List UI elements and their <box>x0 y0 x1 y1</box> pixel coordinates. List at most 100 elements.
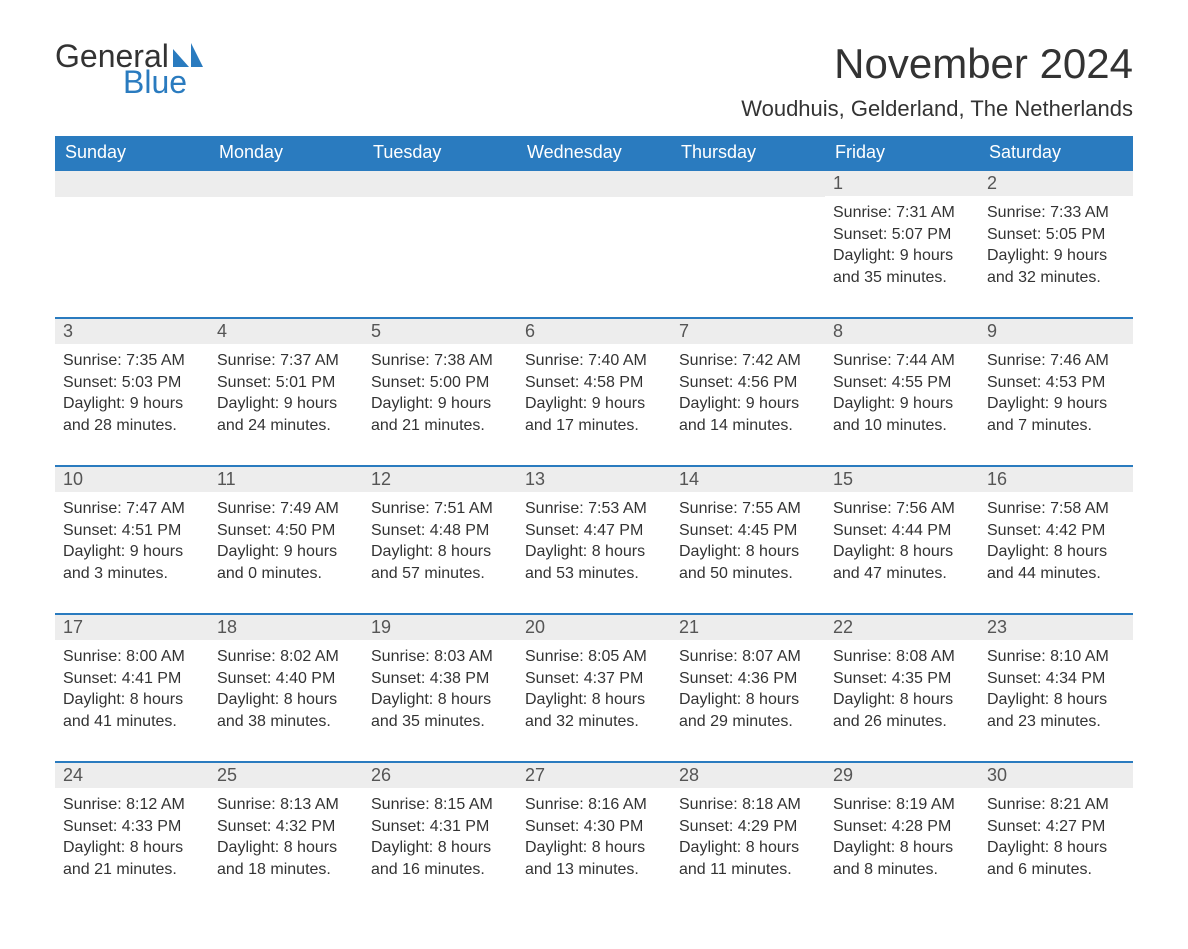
month-title: November 2024 <box>741 40 1133 88</box>
sunset-label: Sunset: <box>525 818 579 835</box>
sunrise-value: 7:35 AM <box>126 352 185 369</box>
day-number: 17 <box>55 615 209 640</box>
sunrise-line: Sunrise: 7:38 AM <box>371 350 509 372</box>
calendar-day-cell: 14Sunrise: 7:55 AMSunset: 4:45 PMDayligh… <box>671 465 825 613</box>
sunrise-value: 7:51 AM <box>434 500 493 517</box>
sunset-label: Sunset: <box>987 522 1041 539</box>
calendar-week-row: 17Sunrise: 8:00 AMSunset: 4:41 PMDayligh… <box>55 613 1133 761</box>
sunrise-label: Sunrise: <box>371 352 430 369</box>
sunrise-label: Sunrise: <box>833 648 892 665</box>
sunrise-label: Sunrise: <box>371 796 430 813</box>
sunset-line: Sunset: 4:47 PM <box>525 520 663 542</box>
day-body: Sunrise: 7:56 AMSunset: 4:44 PMDaylight:… <box>825 492 979 588</box>
sunset-label: Sunset: <box>833 226 887 243</box>
daylight-label: Daylight: <box>987 839 1049 856</box>
sunrise-label: Sunrise: <box>63 796 122 813</box>
sunset-value: 4:56 PM <box>738 374 798 391</box>
sunrise-line: Sunrise: 7:42 AM <box>679 350 817 372</box>
calendar-day-cell <box>209 169 363 317</box>
sunset-value: 4:37 PM <box>584 670 644 687</box>
empty-day-number <box>671 171 825 197</box>
daylight-label: Daylight: <box>987 395 1049 412</box>
calendar-day-cell: 6Sunrise: 7:40 AMSunset: 4:58 PMDaylight… <box>517 317 671 465</box>
sunset-line: Sunset: 5:01 PM <box>217 372 355 394</box>
sunset-value: 4:51 PM <box>122 522 182 539</box>
day-body: Sunrise: 7:44 AMSunset: 4:55 PMDaylight:… <box>825 344 979 440</box>
sunrise-value: 8:16 AM <box>588 796 647 813</box>
sunrise-label: Sunrise: <box>525 648 584 665</box>
sunset-line: Sunset: 4:53 PM <box>987 372 1125 394</box>
sunset-line: Sunset: 5:00 PM <box>371 372 509 394</box>
sunrise-label: Sunrise: <box>525 796 584 813</box>
daylight-line: Daylight: 8 hours and 6 minutes. <box>987 837 1125 880</box>
logo-word-blue: Blue <box>123 66 203 98</box>
daylight-label: Daylight: <box>525 543 587 560</box>
daylight-line: Daylight: 8 hours and 32 minutes. <box>525 689 663 732</box>
calendar-day-cell: 7Sunrise: 7:42 AMSunset: 4:56 PMDaylight… <box>671 317 825 465</box>
sunset-label: Sunset: <box>679 374 733 391</box>
sunset-value: 4:48 PM <box>430 522 490 539</box>
sunrise-label: Sunrise: <box>217 648 276 665</box>
sunrise-line: Sunrise: 8:13 AM <box>217 794 355 816</box>
sunset-value: 4:31 PM <box>430 818 490 835</box>
sunrise-label: Sunrise: <box>679 648 738 665</box>
sunrise-label: Sunrise: <box>987 500 1046 517</box>
sunset-value: 4:28 PM <box>892 818 952 835</box>
day-body: Sunrise: 8:19 AMSunset: 4:28 PMDaylight:… <box>825 788 979 884</box>
day-body: Sunrise: 7:47 AMSunset: 4:51 PMDaylight:… <box>55 492 209 588</box>
calendar-day-cell: 1Sunrise: 7:31 AMSunset: 5:07 PMDaylight… <box>825 169 979 317</box>
sunrise-line: Sunrise: 7:53 AM <box>525 498 663 520</box>
sunrise-line: Sunrise: 7:33 AM <box>987 202 1125 224</box>
sunset-value: 5:03 PM <box>122 374 182 391</box>
sunrise-line: Sunrise: 7:35 AM <box>63 350 201 372</box>
day-number: 4 <box>209 319 363 344</box>
day-number: 13 <box>517 467 671 492</box>
sunrise-line: Sunrise: 8:10 AM <box>987 646 1125 668</box>
sunset-line: Sunset: 4:55 PM <box>833 372 971 394</box>
sunrise-line: Sunrise: 8:19 AM <box>833 794 971 816</box>
calendar-day-cell: 19Sunrise: 8:03 AMSunset: 4:38 PMDayligh… <box>363 613 517 761</box>
empty-day-number <box>517 171 671 197</box>
sunrise-line: Sunrise: 8:12 AM <box>63 794 201 816</box>
calendar-table: SundayMondayTuesdayWednesdayThursdayFrid… <box>55 136 1133 909</box>
sunset-line: Sunset: 4:37 PM <box>525 668 663 690</box>
sunset-label: Sunset: <box>987 670 1041 687</box>
daylight-label: Daylight: <box>679 543 741 560</box>
daylight-line: Daylight: 9 hours and 28 minutes. <box>63 393 201 436</box>
daylight-label: Daylight: <box>679 839 741 856</box>
sunset-label: Sunset: <box>63 670 117 687</box>
sunset-label: Sunset: <box>371 522 425 539</box>
day-number: 15 <box>825 467 979 492</box>
column-header: Monday <box>209 136 363 169</box>
sunrise-line: Sunrise: 7:44 AM <box>833 350 971 372</box>
sunset-label: Sunset: <box>987 226 1041 243</box>
daylight-label: Daylight: <box>371 543 433 560</box>
calendar-day-cell: 28Sunrise: 8:18 AMSunset: 4:29 PMDayligh… <box>671 761 825 909</box>
column-header: Friday <box>825 136 979 169</box>
sunrise-value: 7:53 AM <box>588 500 647 517</box>
sunrise-value: 8:21 AM <box>1050 796 1109 813</box>
sunrise-line: Sunrise: 8:15 AM <box>371 794 509 816</box>
daylight-label: Daylight: <box>63 395 125 412</box>
sunset-line: Sunset: 4:48 PM <box>371 520 509 542</box>
day-number: 6 <box>517 319 671 344</box>
calendar-day-cell: 9Sunrise: 7:46 AMSunset: 4:53 PMDaylight… <box>979 317 1133 465</box>
daylight-label: Daylight: <box>987 691 1049 708</box>
sunrise-value: 7:33 AM <box>1050 204 1109 221</box>
day-number: 30 <box>979 763 1133 788</box>
day-number: 18 <box>209 615 363 640</box>
sunset-line: Sunset: 4:58 PM <box>525 372 663 394</box>
sunrise-label: Sunrise: <box>679 796 738 813</box>
sunrise-label: Sunrise: <box>63 500 122 517</box>
sunset-label: Sunset: <box>987 818 1041 835</box>
day-body: Sunrise: 8:12 AMSunset: 4:33 PMDaylight:… <box>55 788 209 884</box>
sunrise-line: Sunrise: 8:16 AM <box>525 794 663 816</box>
daylight-line: Daylight: 9 hours and 7 minutes. <box>987 393 1125 436</box>
calendar-week-row: 1Sunrise: 7:31 AMSunset: 5:07 PMDaylight… <box>55 169 1133 317</box>
day-number: 25 <box>209 763 363 788</box>
daylight-line: Daylight: 9 hours and 35 minutes. <box>833 245 971 288</box>
sunset-value: 4:40 PM <box>276 670 336 687</box>
day-body: Sunrise: 7:40 AMSunset: 4:58 PMDaylight:… <box>517 344 671 440</box>
calendar-day-cell: 8Sunrise: 7:44 AMSunset: 4:55 PMDaylight… <box>825 317 979 465</box>
sunset-label: Sunset: <box>525 670 579 687</box>
